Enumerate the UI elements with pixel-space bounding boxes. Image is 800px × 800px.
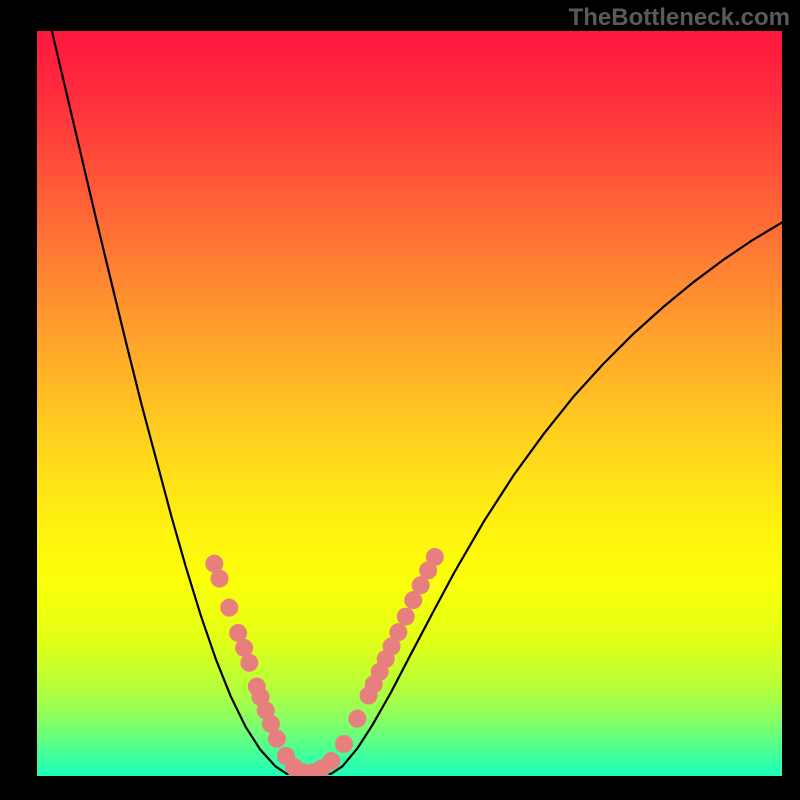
marker-dot bbox=[268, 730, 286, 748]
marker-dot bbox=[397, 608, 415, 626]
bottleneck-curve bbox=[52, 31, 782, 774]
marker-dot bbox=[211, 570, 229, 588]
marker-dot bbox=[322, 752, 340, 770]
marker-dot bbox=[220, 599, 238, 617]
marker-dot bbox=[335, 735, 353, 753]
marker-dot bbox=[348, 710, 366, 728]
plot-area bbox=[37, 31, 782, 776]
marker-dot bbox=[426, 548, 444, 566]
marker-group bbox=[205, 548, 444, 776]
plot-svg bbox=[37, 31, 782, 776]
chart-container: TheBottleneck.com bbox=[0, 0, 800, 800]
marker-dot bbox=[389, 623, 407, 641]
watermark-text: TheBottleneck.com bbox=[569, 4, 790, 32]
marker-dot bbox=[240, 654, 258, 672]
